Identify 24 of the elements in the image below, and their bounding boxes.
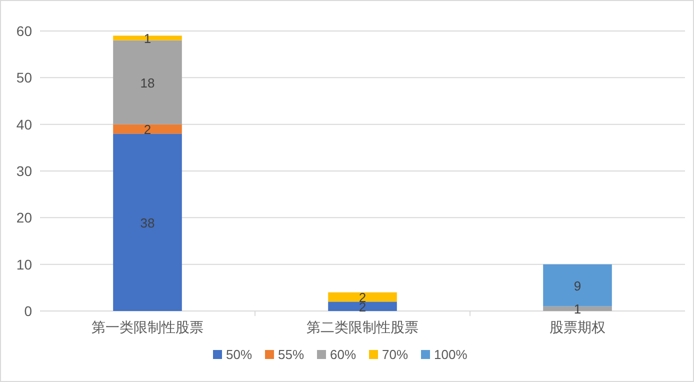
bar (328, 292, 397, 302)
bar (543, 264, 612, 306)
y-tick-label: 0 (24, 303, 32, 319)
x-tick-label: 股票期权 (550, 319, 606, 335)
data-label: 38 (140, 215, 155, 230)
bar (113, 134, 182, 311)
y-tick-label: 40 (16, 116, 32, 132)
y-tick-label: 30 (16, 163, 32, 179)
data-label: 9 (574, 278, 582, 294)
legend-label: 55% (278, 347, 304, 362)
y-tick-label: 20 (16, 210, 32, 226)
legend-label: 70% (382, 347, 408, 362)
y-tick-label: 10 (16, 256, 32, 272)
data-label: 18 (140, 75, 155, 90)
data-label: 2 (144, 122, 152, 137)
legend-label: 60% (330, 347, 356, 362)
bar (328, 302, 397, 311)
y-tick-label: 60 (16, 23, 32, 39)
legend-label: 100% (434, 347, 468, 362)
x-tick-label: 第一类限制性股票 (92, 319, 204, 335)
y-tick-label: 50 (16, 70, 32, 86)
legend-label: 50% (226, 347, 252, 362)
bar (113, 124, 182, 134)
x-tick-label: 第二类限制性股票 (306, 319, 418, 335)
